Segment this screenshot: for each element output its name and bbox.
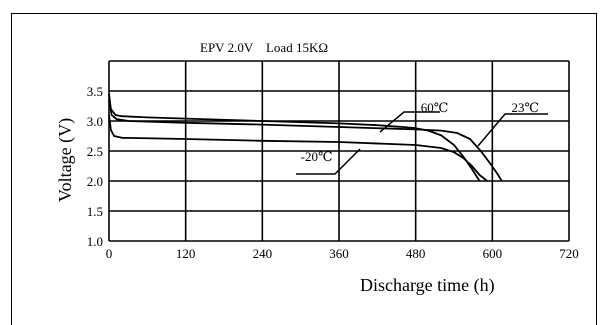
x-tick-label: 720: [559, 246, 579, 261]
leader-line: [477, 113, 548, 147]
series-line: [108, 114, 488, 182]
series-label: 60℃: [421, 100, 449, 115]
x-tick-label: 0: [106, 246, 113, 261]
axes: 0 120 240 360 480 600 720 1.0 1.5 2.0 2.5 3.0 3.5: [87, 84, 579, 261]
x-tick-label: 360: [329, 246, 349, 261]
series-group: [108, 93, 503, 182]
y-tick-label: 3.5: [87, 84, 103, 99]
leader-line: [379, 111, 440, 133]
x-tick-label: 120: [176, 246, 196, 261]
series-line: [108, 93, 481, 182]
chart-title: EPV 2.0V Load 15KΩ: [200, 40, 328, 55]
y-tick-label: 2.5: [87, 144, 103, 159]
series-line: [108, 99, 503, 182]
y-axis-label: Voltage (V): [55, 118, 76, 202]
y-tick-label: 1.5: [87, 204, 103, 219]
series-label: -20℃: [301, 149, 333, 164]
x-tick-label: 240: [253, 246, 273, 261]
x-tick-label: 480: [406, 246, 426, 261]
grid: [108, 60, 570, 242]
x-tick-label: 600: [483, 246, 503, 261]
series-labels: 60℃ 23℃ -20℃: [296, 100, 548, 175]
x-axis-label: Discharge time (h): [360, 275, 495, 296]
chart-frame: [11, 13, 597, 325]
y-tick-label: 2.0: [87, 174, 103, 189]
y-tick-label: 3.0: [87, 114, 103, 129]
leader-line: [296, 148, 361, 175]
series-label: 23℃: [512, 100, 540, 115]
y-tick-label: 1.0: [87, 234, 103, 249]
